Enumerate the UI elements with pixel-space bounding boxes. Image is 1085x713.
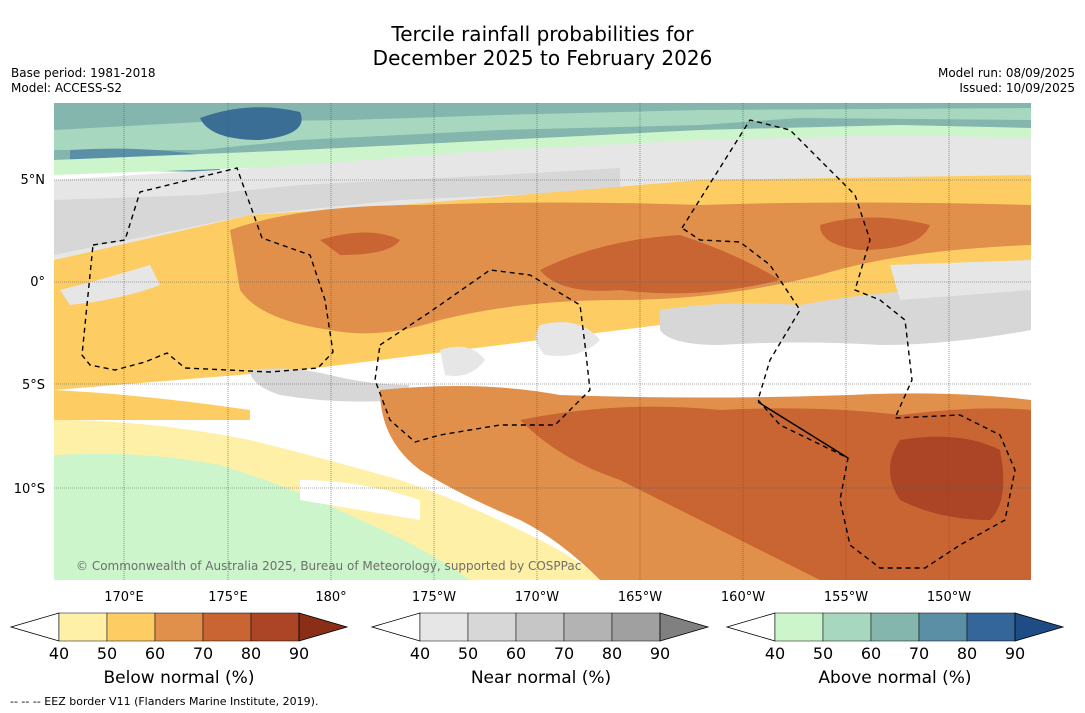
colorbar-tick: 70 [909, 644, 929, 663]
copyright-credit: © Commonwealth of Australia 2025, Bureau… [76, 559, 582, 573]
colorbar-tick: 80 [602, 644, 622, 663]
lon-label: 175°W [412, 590, 456, 605]
lon-label: 150°W [927, 590, 971, 605]
colorbar-segment [966, 612, 1016, 642]
lat-label: 5°N [21, 173, 46, 188]
colorbar-tick: 80 [241, 644, 261, 663]
issued-date: Issued: 10/09/2025 [959, 81, 1075, 95]
colorbar-segment [467, 612, 517, 642]
lon-label: 165°W [618, 590, 662, 605]
colorbar-segment [918, 612, 968, 642]
colorbar-below-normal: 40 50 60 70 80 90 [9, 612, 349, 663]
grid-lines [54, 103, 1031, 580]
model-run: Model run: 08/09/2025 [937, 66, 1075, 80]
colorbar-above-normal: 40 50 60 70 80 90 [725, 612, 1065, 663]
colorbar-tick: 40 [49, 644, 69, 663]
near-normal-label: Near normal (%) [470, 668, 612, 688]
colorbar-segment [202, 612, 252, 642]
lon-label: 180° [315, 590, 346, 605]
colorbar-tick: 50 [97, 644, 117, 663]
lat-label: 5°S [22, 378, 45, 393]
colorbar-tick: 50 [458, 644, 478, 663]
lat-axis: 5°N 0° 5°S 10°S [14, 173, 45, 497]
above-normal-label: Above normal (%) [818, 668, 972, 688]
lon-label: 170°E [104, 590, 144, 605]
colorbar-segment [154, 612, 204, 642]
colorbar-segment [870, 612, 920, 642]
lon-label: 175°E [208, 590, 248, 605]
colorbar-tick: 50 [813, 644, 833, 663]
base-period: Base period: 1981-2018 [11, 66, 156, 80]
colorbar-segment [774, 612, 824, 642]
colorbar-tick: 40 [410, 644, 430, 663]
colorbar-tick: 40 [765, 644, 785, 663]
lon-label: 160°W [721, 590, 765, 605]
colorbar-near-normal: 40 50 60 70 80 90 [370, 612, 710, 663]
colorbar-tick: 90 [289, 644, 309, 663]
lon-label: 155°W [824, 590, 868, 605]
colorbar-segment [58, 612, 108, 642]
below-normal-label: Below normal (%) [103, 668, 255, 688]
lon-label: 170°W [515, 590, 559, 605]
colorbar-segment [106, 612, 156, 642]
colorbar-tick: 90 [650, 644, 670, 663]
colorbar-segment [822, 612, 872, 642]
colorbar-tick: 60 [145, 644, 165, 663]
lat-label: 0° [30, 275, 45, 290]
colorbar-max-arrow [298, 612, 349, 642]
lat-label: 10°S [14, 482, 45, 497]
colorbar-tick: 60 [861, 644, 881, 663]
colorbar-min-arrow [725, 612, 776, 642]
eez-borders [81, 119, 1016, 569]
solid-border [757, 401, 849, 459]
colorbar-segment [611, 612, 661, 642]
colorbar-segment [250, 612, 300, 642]
colorbar-max-arrow [659, 612, 710, 642]
colorbar-tick: 60 [506, 644, 526, 663]
model-name: Model: ACCESS-S2 [11, 81, 123, 95]
colorbar-max-arrow [1014, 612, 1065, 642]
colorbar-min-arrow [9, 612, 60, 642]
colorbar-segment [515, 612, 565, 642]
colorbar-segment [563, 612, 613, 642]
eez-footer-note: -- -- -- EEZ border V11 (Flanders Marine… [10, 695, 319, 708]
colorbar-tick: 70 [554, 644, 574, 663]
map-fill [54, 103, 1031, 580]
title-line-1: Tercile rainfall probabilities for [391, 22, 694, 46]
colorbar-min-arrow [370, 612, 421, 642]
colorbar-tick: 80 [957, 644, 977, 663]
lon-axis: 170°E 175°E 180° 175°W 170°W 165°W 160°W… [104, 590, 971, 605]
colorbar-tick: 90 [1005, 644, 1025, 663]
colorbar-segment [419, 612, 469, 642]
colorbar-tick: 70 [193, 644, 213, 663]
title-line-2: December 2025 to February 2026 [372, 46, 713, 70]
